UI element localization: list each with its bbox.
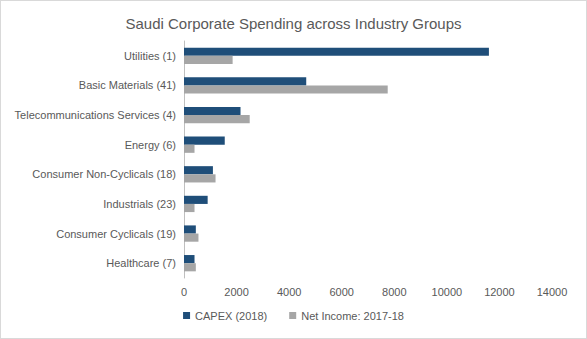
svg-text:Industrials (23): Industrials (23) [103, 198, 176, 210]
svg-text:Healthcare (7): Healthcare (7) [106, 257, 176, 269]
svg-text:Basic Materials (41): Basic Materials (41) [79, 79, 176, 91]
svg-text:0: 0 [181, 286, 187, 298]
svg-text:Telecommunications Services (4: Telecommunications Services (4) [15, 109, 176, 121]
svg-text:Consumer Cyclicals (19): Consumer Cyclicals (19) [56, 228, 176, 240]
svg-text:Net Income: 2017-18: Net Income: 2017-18 [301, 310, 404, 322]
svg-text:Consumer Non-Cyclicals (18): Consumer Non-Cyclicals (18) [32, 168, 176, 180]
svg-text:14000: 14000 [537, 286, 568, 298]
svg-text:8000: 8000 [382, 286, 406, 298]
svg-text:12000: 12000 [484, 286, 515, 298]
svg-text:Utilities (1): Utilities (1) [124, 50, 176, 62]
svg-text:CAPEX (2018): CAPEX (2018) [195, 310, 267, 322]
svg-text:Saudi Corporate Spending acros: Saudi Corporate Spending across Industry… [125, 15, 461, 32]
svg-text:10000: 10000 [432, 286, 463, 298]
svg-text:Energy (6): Energy (6) [125, 139, 176, 151]
svg-text:6000: 6000 [329, 286, 353, 298]
svg-text:2000: 2000 [224, 286, 248, 298]
svg-text:4000: 4000 [277, 286, 301, 298]
